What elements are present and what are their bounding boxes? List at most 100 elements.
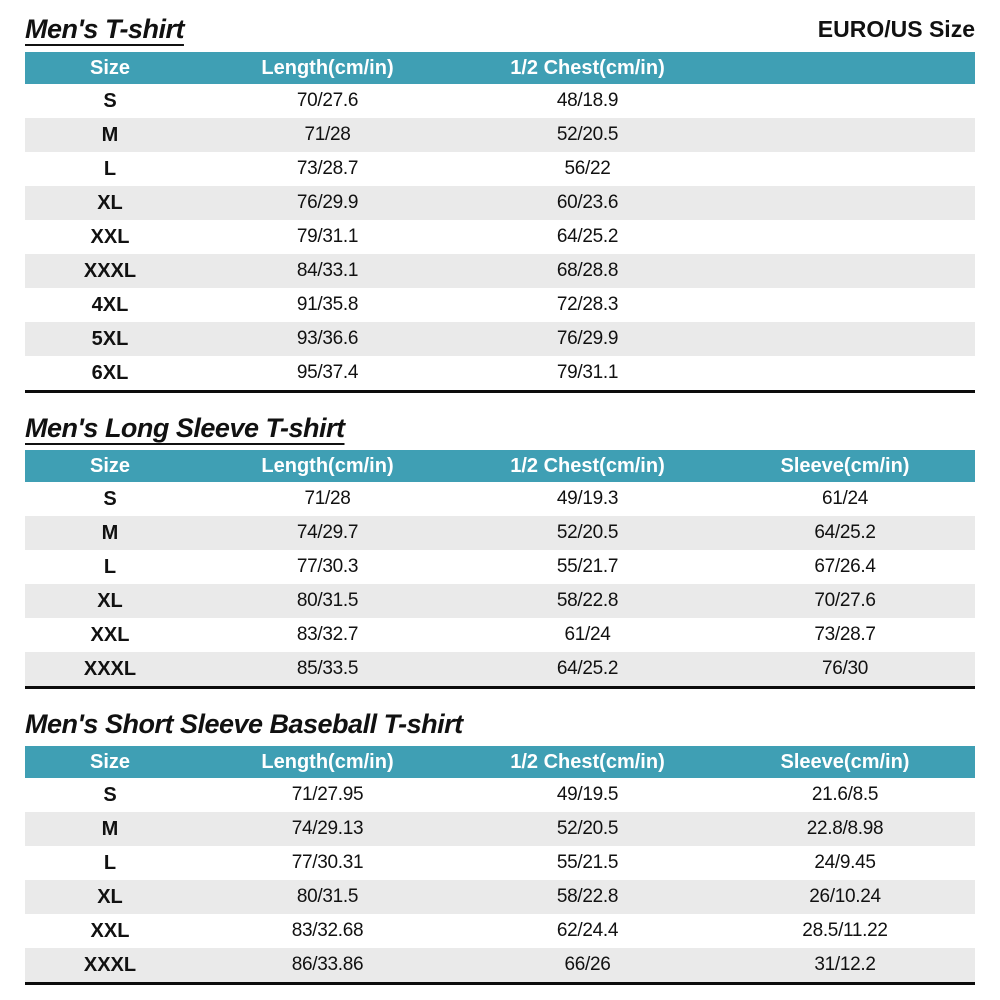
size-cell: XL xyxy=(97,589,123,612)
chest-cell: 61/24 xyxy=(564,624,611,645)
table-row: XXL 83/32.7 61/24 73/28.7 xyxy=(25,618,975,652)
table1-body: S 70/27.6 48/18.9 M 71/28 52/20.5 L 73/2… xyxy=(25,84,975,390)
length-cell: 71/28 xyxy=(304,124,351,145)
table-row: S 71/27.95 49/19.5 21.6/8.5 xyxy=(25,778,975,812)
size-cell: M xyxy=(101,817,119,840)
chest-cell: 58/22.8 xyxy=(556,590,619,611)
length-cell: 79/31.1 xyxy=(296,226,359,247)
size-chart-sheet: Men's T-shirt EURO/US Size Size Length(c… xyxy=(25,14,975,985)
table2-title: Men's Long Sleeve T-shirt xyxy=(25,413,345,443)
sleeve-cell: 61/24 xyxy=(821,488,869,509)
table-row: 6XL 95/37.4 79/31.1 xyxy=(25,356,975,390)
column-header-sleeve: Sleeve(cm/in) xyxy=(780,454,910,477)
sleeve-cell: 70/27.6 xyxy=(814,590,876,611)
chest-cell: 55/21.7 xyxy=(556,556,619,577)
size-cell: L xyxy=(103,851,117,874)
chest-cell: 49/19.5 xyxy=(556,784,619,805)
column-header-chest: 1/2 Chest(cm/in) xyxy=(510,750,665,773)
size-cell: XL xyxy=(97,191,123,214)
table3-body: S 71/27.95 49/19.5 21.6/8.5 M 74/29.13 5… xyxy=(25,778,975,982)
sleeve-cell: 76/30 xyxy=(821,658,869,679)
size-cell: XXL xyxy=(90,919,130,942)
length-cell: 71/27.95 xyxy=(291,784,364,805)
column-header-sleeve: Sleeve(cm/in) xyxy=(780,750,910,773)
size-cell: L xyxy=(103,555,117,578)
sleeve-cell: 67/26.4 xyxy=(814,556,876,577)
size-cell: M xyxy=(101,123,119,146)
chest-cell: 49/19.3 xyxy=(556,488,619,509)
size-cell: S xyxy=(103,89,117,112)
table-row: XXL 79/31.1 64/25.2 xyxy=(25,220,975,254)
chest-cell: 52/20.5 xyxy=(556,522,619,543)
column-header-size: Size xyxy=(89,56,131,79)
size-cell: XXXL xyxy=(83,259,137,282)
table-row: L 73/28.7 56/22 xyxy=(25,152,975,186)
table-row: XL 76/29.9 60/23.6 xyxy=(25,186,975,220)
table3-header-row: Size Length(cm/in) 1/2 Chest(cm/in) Slee… xyxy=(25,746,975,778)
length-cell: 71/28 xyxy=(304,488,351,509)
size-standard-label: EURO/US Size xyxy=(817,16,975,42)
table-row: M 74/29.13 52/20.5 22.8/8.98 xyxy=(25,812,975,846)
length-cell: 85/33.5 xyxy=(296,658,359,679)
mens-baseball-tshirt-table: Size Length(cm/in) 1/2 Chest(cm/in) Slee… xyxy=(25,746,975,985)
table-row: XL 80/31.5 58/22.8 26/10.24 xyxy=(25,880,975,914)
table-row: L 77/30.3 55/21.7 67/26.4 xyxy=(25,550,975,584)
size-cell: XL xyxy=(97,885,123,908)
size-cell: XXXL xyxy=(83,657,137,680)
column-header-chest: 1/2 Chest(cm/in) xyxy=(510,454,665,477)
size-cell: L xyxy=(103,157,117,180)
table3-title: Men's Short Sleeve Baseball T-shirt xyxy=(25,709,463,739)
table2-header-row: Size Length(cm/in) 1/2 Chest(cm/in) Slee… xyxy=(25,450,975,482)
size-cell: 5XL xyxy=(91,327,129,350)
chest-cell: 72/28.3 xyxy=(556,294,619,315)
table1-header-row: Size Length(cm/in) 1/2 Chest(cm/in) xyxy=(25,52,975,84)
length-cell: 77/30.3 xyxy=(296,556,359,577)
length-cell: 84/33.1 xyxy=(296,260,359,281)
table3-title-row: Men's Short Sleeve Baseball T-shirt xyxy=(25,709,975,740)
table-row: XXXL 86/33.86 66/26 31/12.2 xyxy=(25,948,975,982)
table-row: 4XL 91/35.8 72/28.3 xyxy=(25,288,975,322)
chest-cell: 79/31.1 xyxy=(556,362,619,383)
column-header-chest: 1/2 Chest(cm/in) xyxy=(510,56,665,79)
table-row: S 70/27.6 48/18.9 xyxy=(25,84,975,118)
length-cell: 74/29.13 xyxy=(291,818,364,839)
length-cell: 83/32.68 xyxy=(291,920,364,941)
chest-cell: 76/29.9 xyxy=(556,328,619,349)
size-cell: S xyxy=(103,783,117,806)
length-cell: 83/32.7 xyxy=(296,624,359,645)
table-row: M 71/28 52/20.5 xyxy=(25,118,975,152)
table-row: S 71/28 49/19.3 61/24 xyxy=(25,482,975,516)
chest-cell: 52/20.5 xyxy=(556,818,619,839)
chest-cell: 56/22 xyxy=(564,158,611,179)
column-header-size: Size xyxy=(89,454,131,477)
sleeve-cell: 24/9.45 xyxy=(814,852,876,873)
chest-cell: 60/23.6 xyxy=(556,192,619,213)
chest-cell: 64/25.2 xyxy=(556,658,619,679)
column-header-size: Size xyxy=(89,750,131,773)
chest-cell: 55/21.5 xyxy=(556,852,619,873)
sleeve-cell: 26/10.24 xyxy=(809,886,881,907)
length-cell: 80/31.5 xyxy=(296,886,359,907)
length-cell: 74/29.7 xyxy=(296,522,359,543)
chest-cell: 62/24.4 xyxy=(556,920,619,941)
sleeve-cell: 64/25.2 xyxy=(814,522,876,543)
sleeve-cell: 73/28.7 xyxy=(814,624,876,645)
sleeve-cell: 21.6/8.5 xyxy=(811,784,879,805)
size-cell: 6XL xyxy=(91,361,129,384)
size-cell: 4XL xyxy=(91,293,129,316)
table-row: XXL 83/32.68 62/24.4 28.5/11.22 xyxy=(25,914,975,948)
size-cell: XXXL xyxy=(83,953,137,976)
size-cell: XXL xyxy=(90,623,130,646)
table-row: XXXL 85/33.5 64/25.2 76/30 xyxy=(25,652,975,686)
sleeve-cell: 28.5/11.22 xyxy=(802,920,888,941)
length-cell: 93/36.6 xyxy=(296,328,359,349)
chest-cell: 52/20.5 xyxy=(556,124,619,145)
sleeve-cell: 31/12.2 xyxy=(814,954,876,975)
length-cell: 76/29.9 xyxy=(296,192,359,213)
size-cell: M xyxy=(101,521,119,544)
size-cell: XXL xyxy=(90,225,130,248)
table1-title-row: Men's T-shirt EURO/US Size xyxy=(25,14,975,45)
table-row: 5XL 93/36.6 76/29.9 xyxy=(25,322,975,356)
chest-cell: 66/26 xyxy=(564,954,611,975)
sleeve-cell: 22.8/8.98 xyxy=(806,818,884,839)
